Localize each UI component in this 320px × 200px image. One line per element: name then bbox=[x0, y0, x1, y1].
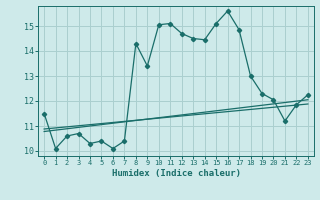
X-axis label: Humidex (Indice chaleur): Humidex (Indice chaleur) bbox=[111, 169, 241, 178]
